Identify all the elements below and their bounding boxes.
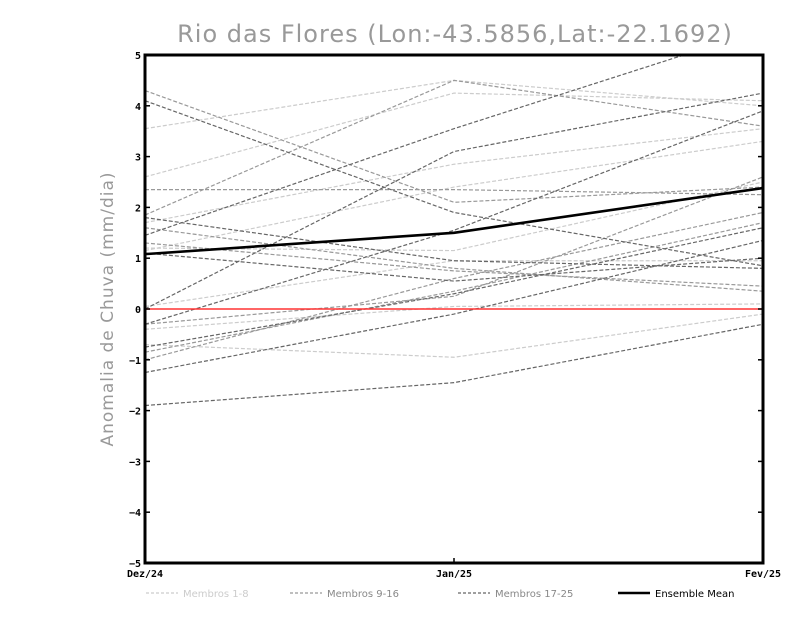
member-series-line [145, 89, 763, 203]
member-series-line [145, 79, 763, 216]
member-series-line [145, 227, 763, 292]
y-tick-label: −3 [129, 457, 141, 468]
x-tick-label: Fev/25 [745, 569, 781, 580]
member-series-line [145, 110, 763, 325]
legend-label: Membros 17-25 [495, 589, 573, 600]
legend-label: Ensemble Mean [655, 589, 734, 600]
legend-layer: Membros 1-8 Membros 9-16 Membros 17-25 Ense… [146, 589, 734, 600]
x-tick-label: Jan/25 [436, 569, 472, 580]
series-layer [145, 55, 763, 407]
member-series-line [145, 128, 763, 224]
y-tick-label: −5 [129, 559, 141, 570]
member-series-line [145, 92, 763, 178]
member-series-line [145, 140, 763, 252]
member-series-line [145, 55, 686, 236]
y-tick-label: 3 [135, 153, 141, 164]
member-series-line [145, 242, 763, 287]
y-tick-label: 5 [135, 51, 141, 62]
member-series-line [145, 211, 763, 361]
legend-label: Membros 9-16 [327, 589, 399, 600]
y-axis-label: Anomalia de Chuva (mm/dia) [98, 171, 118, 446]
member-series-line [145, 189, 763, 196]
member-series-line [145, 313, 763, 358]
y-tick-label: −2 [129, 407, 141, 418]
y-tick-label: 4 [135, 102, 141, 113]
chart-title: Rio das Flores (Lon:-43.5856,Lat:-22.169… [177, 20, 733, 48]
member-series-line [145, 222, 763, 353]
ensemble-mean-line [145, 186, 763, 256]
member-series-line [145, 100, 763, 267]
axis-layer: −5 −4 −3 −2 −1 0 1 2 3 4 5 Dez/24 Jan/25 Fev/25 [127, 51, 781, 580]
mean-layer [145, 186, 763, 256]
member-series-line [145, 227, 763, 348]
legend-label: Membros 1-8 [183, 589, 249, 600]
member-series-line [145, 92, 763, 310]
y-tick-label: 1 [135, 254, 141, 265]
y-tick-label: −4 [129, 508, 141, 519]
member-series-line [145, 252, 763, 282]
member-series-line [145, 260, 763, 308]
member-series-line [145, 79, 763, 130]
x-tick-label: Dez/24 [127, 569, 163, 580]
member-series-line [145, 176, 763, 325]
member-series-line [145, 181, 763, 252]
y-tick-label: −1 [129, 356, 141, 367]
y-tick-label: 2 [135, 203, 141, 214]
member-series-line [145, 239, 763, 374]
member-series-line [145, 303, 763, 330]
y-tick-label: 0 [135, 305, 141, 316]
member-series-line [145, 323, 763, 407]
